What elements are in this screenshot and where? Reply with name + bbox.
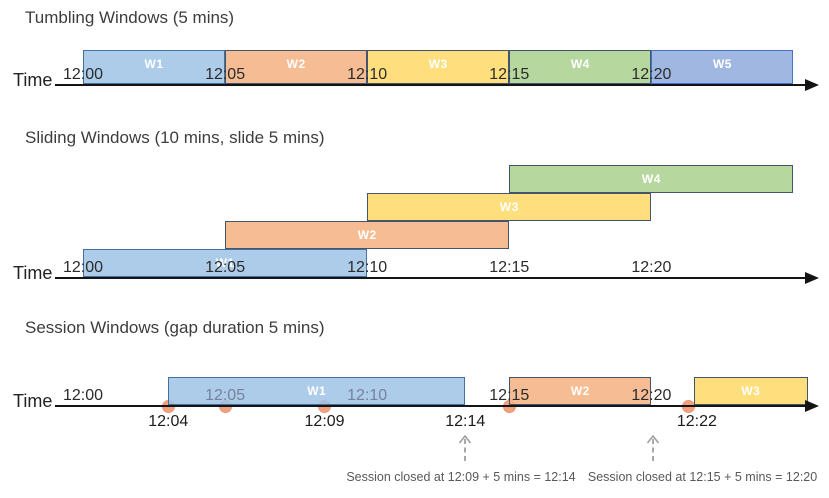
section-title-session: Session Windows (gap duration 5 mins) bbox=[25, 318, 325, 337]
window-box-w1: W1 bbox=[83, 249, 368, 277]
axis-tick-label: 12:05 bbox=[205, 387, 246, 404]
window-box-w3: W3 bbox=[694, 377, 808, 405]
callout-text: Session closed at 12:09 + 5 mins = 12:14 bbox=[346, 470, 576, 484]
time-axis-arrowhead-icon bbox=[805, 400, 819, 412]
window-box-w1: W1 bbox=[83, 50, 226, 84]
window-box-w2: W2 bbox=[225, 50, 368, 84]
section-title-tumbling: Tumbling Windows (5 mins) bbox=[25, 8, 235, 27]
time-axis-line-sliding bbox=[55, 277, 807, 279]
axis-tick-label: 12:10 bbox=[347, 66, 388, 83]
window-label-w3: W3 bbox=[741, 384, 761, 398]
window-label-w3: W3 bbox=[499, 200, 519, 214]
window-label-w2: W2 bbox=[286, 57, 306, 71]
window-box-w1: W1 bbox=[168, 377, 466, 405]
window-label-w1: W1 bbox=[144, 57, 164, 71]
window-box-w5: W5 bbox=[651, 50, 794, 84]
axis-tick-label: 12:15 bbox=[489, 259, 530, 276]
window-box-w3: W3 bbox=[367, 50, 510, 84]
window-label-w1: W1 bbox=[215, 256, 235, 270]
window-box-w2: W2 bbox=[225, 221, 510, 249]
time-axis-line-session bbox=[55, 405, 807, 407]
event-time-label: 12:14 bbox=[445, 413, 486, 430]
axis-tick-label: 12:20 bbox=[631, 66, 672, 83]
axis-tick-label: 12:00 bbox=[62, 259, 104, 276]
section-title-sliding: Sliding Windows (10 mins, slide 5 mins) bbox=[25, 128, 325, 147]
time-axis-label-tumbling: Time bbox=[13, 70, 53, 90]
event-time-label: 12:04 bbox=[148, 413, 189, 430]
callout-up-arrow-icon bbox=[645, 433, 661, 469]
axis-tick-label: 12:15 bbox=[489, 66, 530, 83]
window-label-w5: W5 bbox=[712, 57, 732, 71]
time-axis-label-sliding: Time bbox=[13, 263, 53, 283]
window-box-w4: W4 bbox=[509, 165, 794, 193]
window-label-w2: W2 bbox=[570, 384, 590, 398]
window-label-w2: W2 bbox=[357, 228, 377, 242]
event-time-label: 12:22 bbox=[676, 413, 717, 430]
window-box-w2: W2 bbox=[509, 377, 652, 405]
callout-text: Session closed at 12:15 + 5 mins = 12:20 bbox=[587, 470, 818, 484]
window-label-w4: W4 bbox=[641, 172, 661, 186]
axis-tick-label: 12:15 bbox=[489, 387, 530, 404]
time-axis-arrowhead-icon bbox=[805, 272, 819, 284]
axis-tick-label: 12:10 bbox=[347, 387, 388, 404]
window-label-w4: W4 bbox=[570, 57, 590, 71]
time-axis-arrowhead-icon bbox=[805, 79, 819, 91]
axis-tick-label: 12:05 bbox=[205, 259, 246, 276]
axis-tick-label: 12:20 bbox=[631, 259, 672, 276]
window-label-w1: W1 bbox=[307, 384, 327, 398]
axis-tick-label: 12:10 bbox=[347, 259, 388, 276]
event-time-label: 12:09 bbox=[304, 413, 345, 430]
axis-tick-label: 12:00 bbox=[62, 66, 104, 83]
window-label-w3: W3 bbox=[428, 57, 448, 71]
axis-tick-label: 12:05 bbox=[205, 66, 246, 83]
axis-tick-label: 12:20 bbox=[631, 387, 672, 404]
time-axis-line-tumbling bbox=[55, 84, 807, 86]
window-box-w3: W3 bbox=[367, 193, 652, 221]
axis-tick-label: 12:00 bbox=[62, 387, 104, 404]
time-axis-label-session: Time bbox=[13, 391, 53, 411]
callout-up-arrow-icon bbox=[457, 433, 473, 469]
window-box-w4: W4 bbox=[509, 50, 652, 84]
